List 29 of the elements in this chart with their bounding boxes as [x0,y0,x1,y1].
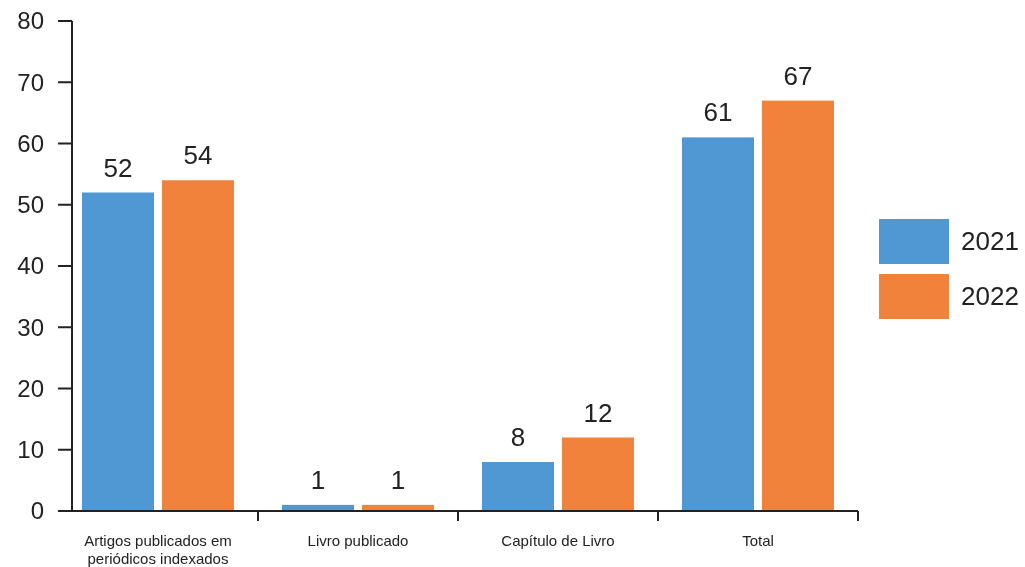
data-label: 1 [310,464,326,495]
x-tick-label: Capítulo de Livro [501,532,615,549]
data-label: 8 [510,422,526,452]
y-tick-label: 60 [17,129,44,157]
x-tick-label: Livro publicado [307,532,409,549]
data-label: 12 [583,397,613,428]
bar [82,192,154,511]
y-tick-label: 80 [17,7,44,35]
bar [482,462,554,511]
bar [162,180,234,511]
bar [682,137,754,511]
y-tick-label: 40 [17,252,44,280]
y-tick-label: 0 [30,497,44,525]
y-tick-label: 50 [17,191,44,219]
data-label: 52 [103,152,133,183]
y-tick-label: 10 [17,436,44,464]
bar [762,100,834,511]
data-label: 54 [183,140,213,171]
x-tick-label: Total [742,532,774,549]
legend-label: 2021 [961,226,1019,257]
x-tick-label: Artigos publicados em periódicos indexados [84,532,232,567]
y-tick-label: 30 [17,313,44,341]
legend-label: 2022 [961,281,1019,312]
data-label: 61 [703,97,733,128]
y-tick-label: 70 [17,68,44,96]
bar [562,437,634,511]
data-label: 1 [390,464,406,495]
data-label: 67 [783,60,813,91]
y-tick-label: 20 [17,374,44,402]
